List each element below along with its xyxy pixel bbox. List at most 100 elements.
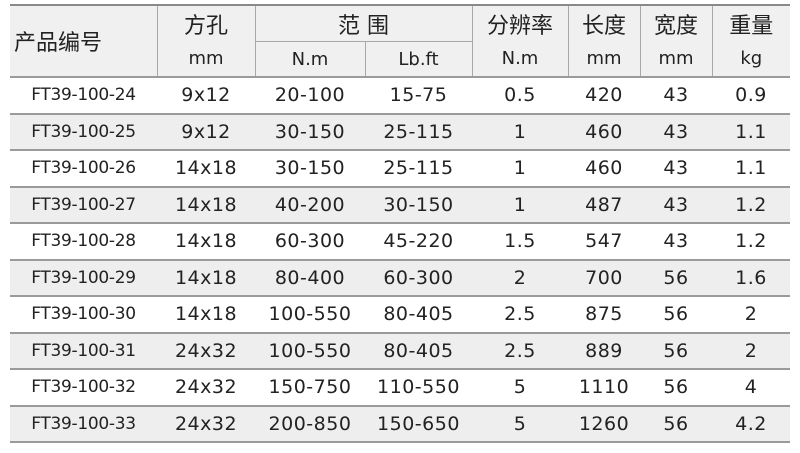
product-code-cell: FT39-100-24 (10, 76, 157, 114)
resolution-cell: 1 (472, 149, 568, 187)
product-code-cell: FT39-100-26 (10, 149, 157, 187)
width-cell: 56 (640, 404, 712, 443)
header-range: 范 围 (254, 4, 473, 42)
range-nm-cell: 30-150 (255, 149, 365, 187)
range-lbft-cell: 60-300 (365, 258, 472, 296)
resolution-cell: 1 (472, 185, 568, 223)
header-length: 长度 (567, 4, 641, 42)
table-row: FT39-100-30 14x18 100-550 80-405 2.5 875 56 2 (10, 295, 790, 333)
range-nm-cell: 100-550 (255, 331, 365, 369)
range-lbft-cell: 80-405 (365, 331, 472, 369)
length-cell: 487 (568, 185, 640, 223)
range-nm-cell: 20-100 (255, 76, 365, 114)
square-hole-cell: 14x18 (157, 258, 255, 296)
table-row: FT39-100-31 24x32 100-550 80-405 2.5 889 56 2 (10, 331, 790, 369)
square-hole-cell: 14x18 (157, 149, 255, 187)
table-row: FT39-100-27 14x18 40-200 30-150 1 487 43 1.2 (10, 185, 790, 223)
length-cell: 460 (568, 149, 640, 187)
resolution-cell: 1 (472, 112, 568, 150)
width-cell: 56 (640, 368, 712, 406)
length-cell: 889 (568, 331, 640, 369)
weight-cell: 1.2 (712, 222, 790, 260)
resolution-cell: 5 (472, 404, 568, 443)
length-cell: 1260 (568, 404, 640, 443)
range-lbft-cell: 150-650 (365, 404, 472, 443)
table-row: FT39-100-32 24x32 150-750 110-550 5 1110 56 4 (10, 368, 790, 406)
width-cell: 43 (640, 76, 712, 114)
length-cell: 1110 (568, 368, 640, 406)
range-nm-cell: 150-750 (255, 368, 365, 406)
resolution-cell: 1.5 (472, 222, 568, 260)
range-nm-cell: 40-200 (255, 185, 365, 223)
square-hole-cell: 14x18 (157, 185, 255, 223)
range-lbft-cell: 80-405 (365, 295, 472, 333)
range-nm-cell: 100-550 (255, 295, 365, 333)
square-hole-cell: 14x18 (157, 222, 255, 260)
table-row: FT39-100-25 9x12 30-150 25-115 1 460 43 1.1 (10, 112, 790, 150)
product-code-cell: FT39-100-27 (10, 185, 157, 223)
product-code-cell: FT39-100-28 (10, 222, 157, 260)
width-cell: 43 (640, 222, 712, 260)
length-cell: 460 (568, 112, 640, 150)
length-cell: 420 (568, 76, 640, 114)
weight-cell: 1.1 (712, 112, 790, 150)
header-square-hole: 方孔 (156, 4, 256, 42)
header-code: 产品编号 (10, 4, 158, 77)
product-code-cell: FT39-100-33 (10, 404, 157, 443)
header-weight: 重量 (711, 4, 790, 42)
unit-range-nm: N.m (254, 41, 366, 78)
width-cell: 56 (640, 295, 712, 333)
weight-cell: 1.1 (712, 149, 790, 187)
unit-length: mm (567, 41, 641, 78)
length-cell: 547 (568, 222, 640, 260)
spec-table: 产品编号 方孔 范 围 分辨率 长度 宽度 重量 mm N.m Lb.ft N.… (10, 4, 790, 443)
width-cell: 56 (640, 258, 712, 296)
weight-cell: 2 (712, 295, 790, 333)
width-cell: 56 (640, 331, 712, 369)
resolution-cell: 2.5 (472, 295, 568, 333)
weight-cell: 4.2 (712, 404, 790, 443)
header-width: 宽度 (639, 4, 713, 42)
resolution-cell: 2.5 (472, 331, 568, 369)
square-hole-cell: 14x18 (157, 295, 255, 333)
width-cell: 43 (640, 149, 712, 187)
weight-cell: 2 (712, 331, 790, 369)
resolution-cell: 2 (472, 258, 568, 296)
square-hole-cell: 24x32 (157, 368, 255, 406)
table-row: FT39-100-24 9x12 20-100 15-75 0.5 420 43 0.9 (10, 76, 790, 114)
table-row: FT39-100-33 24x32 200-850 150-650 5 1260 56 4.2 (10, 404, 790, 443)
length-cell: 700 (568, 258, 640, 296)
square-hole-cell: 9x12 (157, 76, 255, 114)
product-code-cell: FT39-100-31 (10, 331, 157, 369)
square-hole-cell: 24x32 (157, 404, 255, 443)
table-row: FT39-100-26 14x18 30-150 25-115 1 460 43 1.1 (10, 149, 790, 187)
weight-cell: 1.6 (712, 258, 790, 296)
range-lbft-cell: 45-220 (365, 222, 472, 260)
weight-cell: 1.2 (712, 185, 790, 223)
range-lbft-cell: 25-115 (365, 149, 472, 187)
width-cell: 43 (640, 185, 712, 223)
range-nm-cell: 30-150 (255, 112, 365, 150)
range-lbft-cell: 110-550 (365, 368, 472, 406)
unit-square-hole: mm (156, 41, 256, 78)
square-hole-cell: 24x32 (157, 331, 255, 369)
square-hole-cell: 9x12 (157, 112, 255, 150)
unit-width: mm (639, 41, 713, 78)
length-cell: 875 (568, 295, 640, 333)
range-lbft-cell: 30-150 (365, 185, 472, 223)
product-code-cell: FT39-100-29 (10, 258, 157, 296)
unit-resolution: N.m (471, 41, 569, 78)
range-nm-cell: 60-300 (255, 222, 365, 260)
table-row: FT39-100-29 14x18 80-400 60-300 2 700 56 1.6 (10, 258, 790, 296)
resolution-cell: 5 (472, 368, 568, 406)
product-code-cell: FT39-100-25 (10, 112, 157, 150)
weight-cell: 4 (712, 368, 790, 406)
unit-range-lbft: Lb.ft (364, 41, 473, 78)
table-row: FT39-100-28 14x18 60-300 45-220 1.5 547 43 1.2 (10, 222, 790, 260)
product-code-cell: FT39-100-30 (10, 295, 157, 333)
range-lbft-cell: 25-115 (365, 112, 472, 150)
weight-cell: 0.9 (712, 76, 790, 114)
resolution-cell: 0.5 (472, 76, 568, 114)
range-nm-cell: 80-400 (255, 258, 365, 296)
product-code-cell: FT39-100-32 (10, 368, 157, 406)
